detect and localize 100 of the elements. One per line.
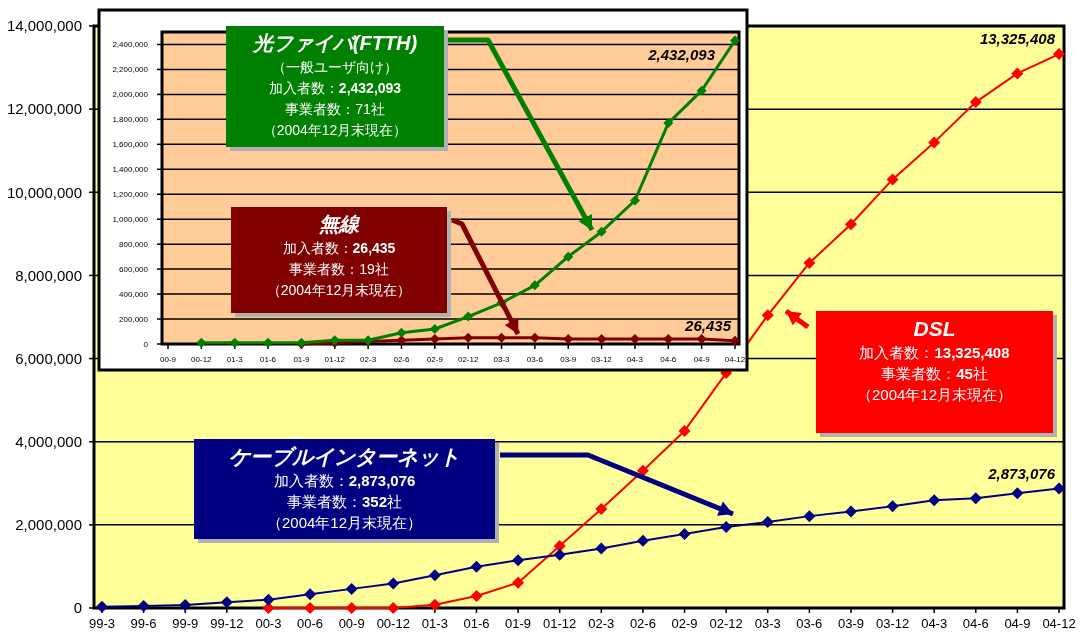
point (678, 528, 691, 540)
y-tick-label: 1,400,000 (112, 165, 149, 175)
x-tick-label: 04-6 (660, 355, 677, 364)
y-tick-label: 2,000,000 (112, 90, 149, 100)
annotation: DSL (913, 317, 956, 340)
y-tick-label: 800,000 (119, 239, 149, 249)
point (428, 569, 441, 582)
x-tick-label: 02-6 (393, 355, 411, 364)
annotation: 無線 (319, 213, 361, 235)
point (803, 510, 816, 523)
x-tick-label: 01-9 (505, 616, 532, 631)
x-tick-label: 01-12 (324, 355, 346, 364)
point (928, 494, 941, 507)
point (761, 309, 774, 322)
point (1011, 67, 1024, 80)
x-tick-label: 02-3 (588, 616, 615, 631)
point (663, 118, 674, 129)
point (928, 136, 941, 149)
point (595, 503, 608, 516)
point (730, 335, 740, 346)
x-tick-label: 01-9 (293, 355, 310, 364)
x-tick-label: 03-9 (837, 616, 864, 631)
x-tick-label: 00-12 (191, 355, 213, 364)
x-tick-label: 04-9 (693, 355, 711, 364)
point (196, 337, 207, 348)
point (761, 515, 774, 528)
point (512, 576, 525, 589)
point (1053, 482, 1065, 495)
y-tick-label: 10,000,000 (6, 183, 82, 201)
x-tick-label: 01-6 (463, 616, 490, 631)
x-tick-label: 03-3 (493, 355, 511, 364)
x-tick-label: 03-12 (591, 355, 613, 364)
x-tick-label: 01-12 (543, 616, 577, 631)
x-tick-label: 00-9 (338, 616, 365, 631)
y-tick-label: 14,000,000 (6, 17, 82, 35)
x-tick-label: 03-9 (560, 355, 577, 364)
x-tick-label: 99-12 (210, 616, 244, 631)
annotation: 加入者数：2,432,093 (268, 79, 402, 96)
x-tick-label: 03-6 (796, 616, 823, 631)
annotation: 事業者数：45社 (881, 365, 988, 383)
annotation: ケーブルインターネット (229, 445, 460, 468)
point (387, 577, 400, 590)
point (96, 600, 108, 613)
point (345, 582, 358, 595)
point (1053, 48, 1065, 61)
point (428, 598, 441, 611)
x-tick-label: 04-12 (1042, 616, 1076, 631)
y-tick-label: 1,600,000 (112, 140, 149, 150)
point (803, 256, 816, 269)
x-tick-label: 02-12 (709, 616, 743, 631)
y-tick-label: 0 (143, 339, 149, 349)
x-tick-label: 03-6 (526, 355, 544, 364)
x-tick-label: 03-12 (875, 616, 910, 631)
x-tick-label: 02-6 (629, 616, 656, 631)
point (463, 311, 474, 322)
point (696, 334, 707, 345)
x-tick-label: 03-3 (754, 616, 781, 631)
point (720, 520, 733, 533)
point (596, 334, 607, 345)
point (844, 218, 857, 231)
x-tick-label: 02-9 (671, 616, 698, 631)
point (636, 534, 649, 547)
point (629, 195, 640, 206)
point (1011, 487, 1024, 500)
data-label: 2,873,076 (987, 464, 1056, 482)
x-tick-label: 01-6 (260, 355, 277, 364)
point (470, 589, 483, 602)
point (179, 599, 192, 612)
point (696, 85, 707, 96)
x-tick-label: 99-9 (172, 616, 199, 631)
x-tick-label: 04-9 (1004, 616, 1031, 631)
y-tick-label: 0 (73, 599, 82, 617)
annotation: 加入者数：2,873,076 (273, 472, 416, 490)
point (396, 327, 407, 338)
point (496, 332, 507, 343)
y-tick-label: 4,000,000 (15, 432, 82, 450)
annotation: 光ファイバ(FTTH) (250, 32, 418, 54)
point (596, 226, 607, 237)
y-tick-label: 1,000,000 (112, 215, 149, 224)
y-tick-label: 1,800,000 (112, 115, 149, 125)
x-tick-label: 04-3 (626, 355, 644, 364)
annotation: （2004年12月末現在） (856, 386, 1013, 404)
point (220, 596, 233, 609)
x-tick-label: 01-3 (421, 616, 448, 631)
point (730, 35, 740, 46)
point (529, 280, 540, 291)
y-tick-label: 2,400,000 (112, 40, 149, 50)
point (137, 599, 150, 612)
annotation: 事業者数：19社 (289, 260, 389, 277)
annotation: 加入者数：13,325,408 (859, 344, 1010, 362)
point (304, 588, 317, 601)
point (969, 492, 982, 505)
x-tick-label: 00-12 (376, 616, 410, 631)
annotation: 加入者数：26,435 (282, 239, 396, 256)
x-tick-label: 02-9 (426, 355, 444, 364)
data-label: 13,325,408 (979, 30, 1056, 48)
y-tick-label: 8,000,000 (15, 266, 82, 284)
annotation: （2004年12月末現在） (262, 121, 408, 138)
point (229, 337, 240, 348)
x-tick-label: 00-9 (159, 355, 177, 364)
